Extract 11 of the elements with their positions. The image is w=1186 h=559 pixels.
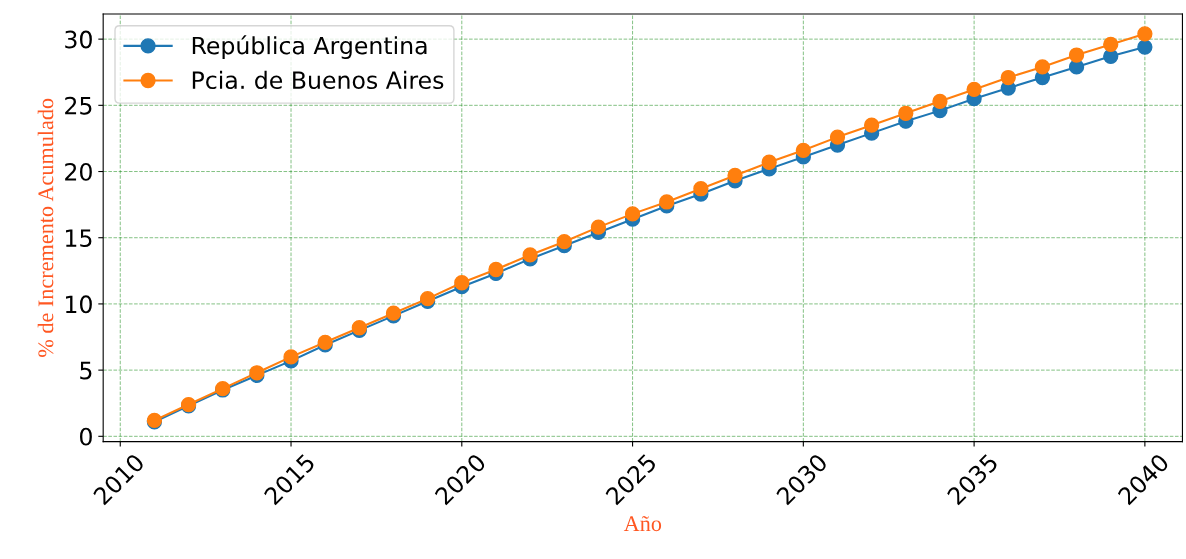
y-tick-label: 25	[65, 96, 92, 115]
legend-label: República Argentina	[192, 35, 427, 60]
y-axis-title: % de Incremento Acumulado	[37, 98, 54, 357]
legend-label: Pcia. de Buenos Aires	[192, 70, 444, 90]
y-tick-label: 15	[66, 229, 92, 248]
y-tick-label: 20	[65, 162, 92, 181]
y-tick-label: 0	[79, 427, 92, 446]
y-tick-label: 30	[65, 30, 92, 49]
x-axis-title: Año	[623, 515, 662, 532]
y-tick-label: 10	[66, 295, 92, 314]
y-tick-label: 5	[80, 361, 92, 380]
